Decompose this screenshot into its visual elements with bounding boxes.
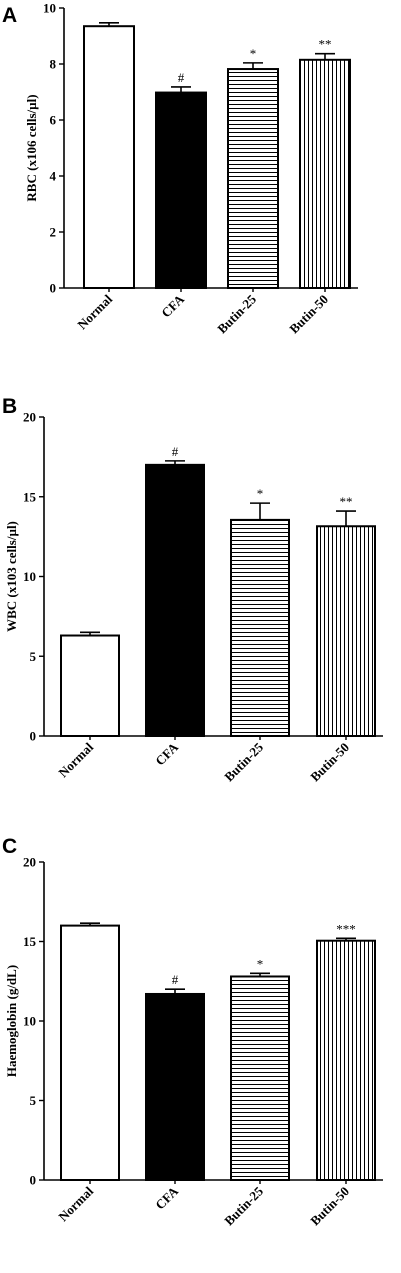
y-tick-label: 0 [30, 1173, 37, 1188]
y-tick-label: 10 [23, 1014, 36, 1029]
y-tick-label: 6 [50, 113, 57, 128]
y-tick-label: 2 [50, 225, 57, 240]
y-tick-label: 5 [30, 649, 37, 664]
bar [145, 992, 205, 1181]
y-tick-label: 10 [23, 569, 36, 584]
panel-letter: B [2, 395, 17, 418]
significance-marker: * [250, 46, 257, 61]
y-tick-label: 4 [50, 169, 57, 184]
y-axis-label: Haemoglobin (g/dL) [4, 965, 19, 1077]
significance-marker: # [178, 70, 185, 85]
y-tick-label: 15 [23, 934, 37, 949]
significance-marker: ** [340, 494, 353, 509]
y-axis-label: RBC (x106 cells/µl) [24, 94, 39, 201]
y-tick-label: 20 [23, 855, 36, 870]
y-tick-label: 0 [30, 729, 37, 744]
y-tick-label: 10 [43, 1, 56, 16]
significance-marker: * [257, 956, 264, 971]
x-tick-label: CFA [158, 291, 187, 320]
bar [299, 58, 351, 289]
significance-marker: # [172, 972, 179, 987]
bar [60, 634, 120, 738]
x-tick-label: Butin-50 [286, 292, 331, 337]
x-tick-label: Butin-25 [221, 1183, 266, 1228]
significance-marker: * [257, 486, 264, 501]
x-tick-label: Normal [55, 1183, 96, 1224]
bar [83, 25, 135, 289]
x-tick-label: Butin-25 [221, 739, 266, 784]
panel-letter: C [2, 835, 17, 858]
y-tick-label: 20 [23, 410, 36, 425]
x-tick-label: Butin-50 [307, 740, 352, 785]
y-axis-label: WBC (x103 cells/µl) [4, 521, 19, 632]
bar [60, 924, 120, 1181]
bar [145, 463, 205, 737]
y-tick-label: 15 [23, 489, 37, 504]
bar [230, 975, 290, 1181]
bar [227, 68, 279, 290]
bar [155, 91, 207, 289]
significance-marker: *** [336, 921, 356, 936]
x-tick-label: Butin-50 [307, 1184, 352, 1229]
bar [316, 939, 376, 1182]
x-tick-label: Normal [74, 291, 115, 332]
x-tick-label: CFA [152, 1183, 181, 1212]
panel-letter: A [2, 4, 17, 27]
significance-marker: ** [319, 37, 332, 52]
x-tick-label: Normal [55, 739, 96, 780]
bar [316, 525, 376, 737]
y-tick-label: 8 [50, 57, 57, 72]
y-tick-label: 5 [30, 1093, 37, 1108]
x-tick-label: Butin-25 [214, 291, 259, 336]
y-tick-label: 0 [50, 281, 57, 296]
bar [230, 518, 290, 737]
x-tick-label: CFA [152, 739, 181, 768]
significance-marker: # [172, 444, 179, 459]
